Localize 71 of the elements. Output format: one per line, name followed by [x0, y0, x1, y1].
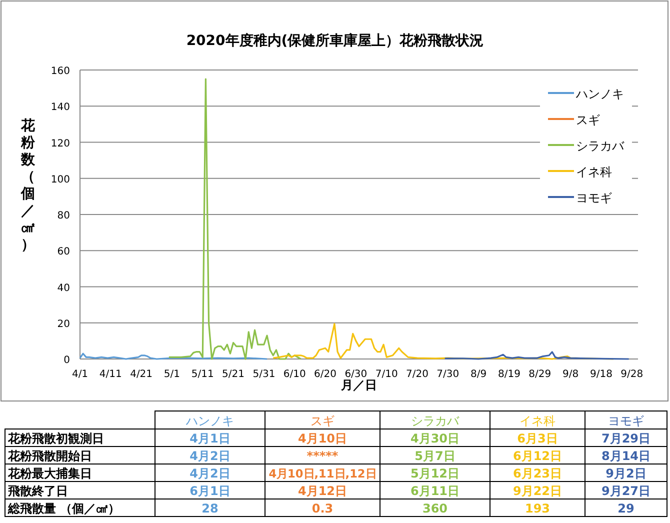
category-label: 飛散終了日 [8, 484, 68, 498]
text: 6月12日 [512, 449, 562, 463]
x-tick-label: 4/11 [99, 369, 122, 380]
y-tick-label: 80 [57, 210, 70, 222]
x-tick-label: 6/20 [314, 369, 337, 380]
x-tick-label: 8/9 [470, 369, 487, 380]
text: 0.3 [312, 502, 334, 516]
text: 5月7日 [414, 449, 456, 463]
x-tick-label: 5/21 [222, 369, 245, 380]
text: 6月1日 [190, 484, 230, 498]
text: 28 [202, 502, 218, 516]
x-tick-label: 4/21 [130, 369, 153, 380]
text: 4月1日 [190, 432, 230, 446]
legend-label: スギ [576, 113, 600, 127]
text: 7月29日 [601, 432, 651, 446]
category-label: ハンノキ [185, 414, 234, 428]
x-tick-label: 8/19 [498, 369, 520, 380]
legend-label: シラカバ [576, 139, 625, 153]
category-label: イネ科 [520, 414, 556, 428]
text: 193 [524, 502, 550, 516]
text: 4月2日 [190, 466, 230, 480]
x-tick-label: 5/1 [164, 369, 180, 380]
category-label: 花粉最大捕集日 [8, 466, 92, 480]
x-tick-label: 5/31 [252, 369, 276, 380]
text: 8月14日 [601, 449, 651, 463]
legend-label: ヨモギ [576, 191, 612, 205]
text: 9月22日 [512, 484, 562, 498]
x-tick-label: 7/30 [436, 369, 460, 380]
category-label: 花粉飛散開始日 [8, 449, 92, 463]
text: 360 [422, 502, 448, 516]
legend-label: ハンノキ [575, 87, 624, 101]
category-label: シラカバ [411, 414, 460, 428]
legend-label: イネ科 [576, 165, 612, 179]
category-label: スギ [310, 414, 334, 428]
category-label: 花粉飛散初観測日 [8, 432, 104, 446]
x-tick-label: 8/29 [528, 369, 552, 380]
y-tick-label: 60 [57, 246, 70, 258]
text: 9月27日 [601, 484, 651, 498]
text: 6月23日 [512, 466, 562, 480]
y-axis-title: 花粉数（個／㎠） [20, 118, 36, 253]
text: 4月10日,11日,12日 [268, 468, 376, 480]
text: 4月30日 [410, 432, 460, 446]
x-tick-label: 7/10 [375, 369, 398, 380]
text: 6月3日 [517, 432, 558, 446]
text: 5月12日 [410, 466, 460, 480]
text: 9月2日 [606, 466, 646, 480]
text: 6月11日 [410, 484, 460, 498]
text: 4月12日 [298, 484, 348, 498]
y-tick-label: 140 [50, 102, 70, 114]
x-tick-label: 5/11 [191, 369, 214, 380]
y-tick-label: 20 [57, 318, 70, 330]
text: 4月10日 [298, 432, 348, 446]
y-tick-label: 40 [57, 282, 70, 294]
chart-title: 2020年度稚内(保健所車庫屋上）花粉飛散状況 [186, 32, 484, 49]
category-label: 総飛散量 （個／㎠） [8, 502, 120, 516]
y-tick-label: 100 [50, 174, 70, 186]
x-tick-label: 7/20 [406, 369, 428, 380]
x-axis-title: 月／日 [340, 378, 377, 392]
x-tick-label: 6/10 [283, 369, 306, 380]
category-label: ヨモギ [608, 414, 644, 428]
x-tick-label: 9/28 [620, 369, 644, 380]
y-tick-label: 120 [50, 138, 70, 150]
x-tick-label: 6/30 [344, 369, 368, 380]
text: 29 [618, 502, 634, 516]
x-tick-label: 9/8 [562, 369, 579, 380]
text: 4月2日 [190, 449, 230, 463]
text: ***** [306, 449, 338, 463]
y-tick-label: 160 [50, 66, 70, 77]
x-tick-label: 9/18 [590, 369, 612, 380]
x-tick-label: 4/1 [72, 369, 88, 380]
y-tick-label: 0 [64, 355, 70, 366]
